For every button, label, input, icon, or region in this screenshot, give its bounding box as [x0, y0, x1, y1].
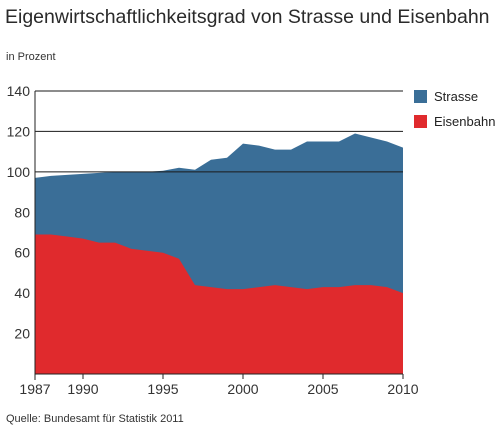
legend-swatch-strasse — [414, 90, 427, 103]
y-tick-label: 40 — [14, 285, 30, 301]
y-tick-label: 100 — [7, 164, 31, 180]
source-note: Quelle: Bundesamt für Statistik 2011 — [6, 413, 184, 425]
legend-label-eisenbahn: Eisenbahn — [434, 114, 495, 129]
x-tick-label: 1995 — [147, 381, 178, 397]
y-tick-label: 60 — [14, 245, 30, 261]
x-tick-label: 2000 — [227, 381, 258, 397]
series-area-eisenbahn — [35, 234, 403, 374]
x-tick-label: 2010 — [387, 381, 418, 397]
y-tick-label: 120 — [7, 123, 31, 139]
chart-subtitle: in Prozent — [6, 51, 56, 63]
y-tick-label: 140 — [7, 83, 31, 99]
chart-title: Eigenwirtschaftlichkeitsgrad von Strasse… — [5, 6, 490, 28]
legend-label-strasse: Strasse — [434, 89, 478, 104]
x-tick-label: 1987 — [19, 381, 50, 397]
x-tick-label: 1990 — [67, 381, 98, 397]
x-tick-label: 2005 — [307, 381, 338, 397]
y-tick-label: 80 — [14, 204, 30, 220]
legend-swatch-eisenbahn — [414, 115, 427, 128]
y-tick-label: 20 — [14, 326, 30, 342]
